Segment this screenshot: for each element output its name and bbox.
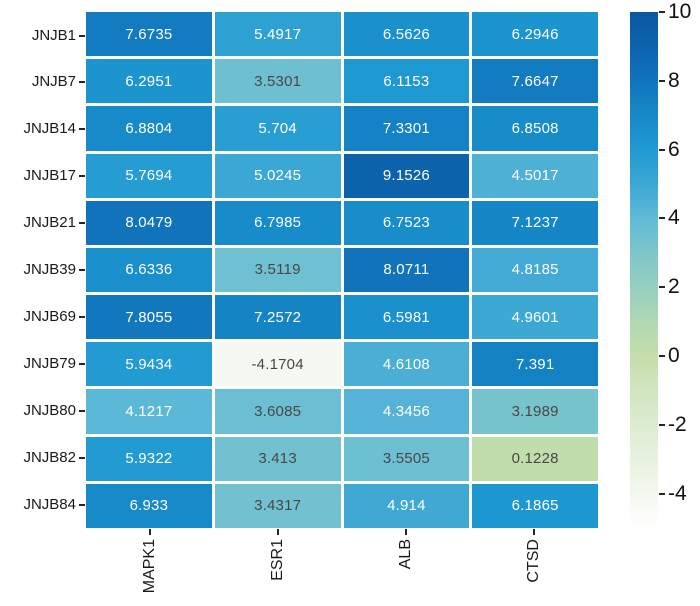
row-label: JNJB79 — [23, 354, 76, 372]
heatmap-cell: 9.1526 — [343, 153, 470, 198]
heatmap-cell: 5.9434 — [86, 342, 212, 387]
heatmap-cell: 7.1237 — [472, 200, 598, 245]
heatmap-cell: 6.1153 — [343, 59, 470, 104]
y-axis-tick — [79, 34, 85, 37]
y-axis-tick — [79, 503, 85, 506]
colorbar-tick-label: 6 — [668, 137, 680, 161]
heatmap-cell: 3.6085 — [214, 389, 341, 434]
heatmap-cell: 6.6336 — [86, 247, 212, 293]
heatmap-cell: 4.6108 — [343, 342, 470, 387]
row-label: JNJB39 — [23, 261, 76, 278]
colorbar-tick-label: -2 — [668, 412, 687, 436]
heatmap-cell: 6.7985 — [214, 200, 341, 245]
heatmap-cell: 7.6735 — [86, 12, 212, 57]
heatmap-cell: 4.9601 — [472, 295, 598, 340]
heatmap-cell: 6.1865 — [472, 483, 598, 528]
heatmap-cell: 5.9322 — [86, 436, 212, 481]
row-label: JNJB69 — [23, 307, 76, 325]
row-label: JNJB7 — [31, 73, 76, 91]
heatmap-cell: 7.3301 — [343, 106, 470, 151]
heatmap-cell: 6.933 — [86, 483, 212, 528]
colorbar-tick-label: 10 — [668, 0, 692, 23]
y-axis-tick — [79, 362, 85, 365]
heatmap-cell: 3.5119 — [214, 247, 341, 293]
heatmap-cell: 5.0245 — [214, 153, 341, 198]
colorbar-tick-label: 8 — [668, 68, 680, 92]
row-label: JNJB82 — [23, 448, 76, 466]
colorbar-tick — [659, 11, 665, 13]
heatmap-cell: 6.5626 — [343, 12, 470, 57]
x-axis-tick — [277, 529, 279, 535]
heatmap-cell: 6.2946 — [472, 12, 598, 57]
y-axis-tick — [79, 81, 85, 84]
heatmap-cell: 6.8804 — [86, 106, 212, 151]
y-axis-tick — [79, 175, 85, 178]
heatmap-cell: 3.413 — [214, 436, 341, 481]
column-label: CTSD — [525, 539, 542, 583]
heatmap-cell: -4.1704 — [214, 342, 341, 387]
y-axis-tick — [79, 315, 85, 318]
x-axis-tick — [405, 529, 407, 535]
colorbar-tick — [659, 217, 665, 220]
column-label: ESR1 — [269, 539, 286, 581]
colorbar-tick-label: 0 — [668, 344, 680, 367]
row-label: JNJB1 — [31, 26, 76, 44]
heatmap-cell: 3.5505 — [343, 436, 470, 481]
heatmap-cell: 3.4317 — [214, 483, 341, 528]
colorbar-tick-label: -4 — [668, 481, 687, 505]
heatmap-cell: 4.1217 — [86, 389, 212, 434]
row-label: JNJB21 — [23, 214, 76, 232]
y-axis-tick — [79, 456, 85, 459]
heatmap-cell: 5.7694 — [86, 153, 212, 198]
y-axis-tick — [79, 269, 85, 271]
heatmap-cell: 8.0479 — [86, 200, 212, 245]
colorbar-tick — [659, 423, 665, 426]
x-axis-tick — [149, 529, 151, 535]
colorbar-tick-label: 2 — [668, 275, 680, 299]
heatmap-cell: 5.704 — [214, 106, 341, 151]
heatmap-cell: 0.1228 — [472, 436, 598, 481]
heatmap-cell: 4.3456 — [343, 389, 470, 434]
row-label: JNJB17 — [23, 167, 76, 185]
row-label: JNJB14 — [23, 120, 76, 138]
heatmap-cell: 6.2951 — [86, 59, 212, 104]
y-axis-tick — [79, 222, 85, 225]
heatmap-cell: 6.8508 — [472, 106, 598, 151]
y-axis-tick — [79, 409, 85, 412]
x-axis-tick — [533, 529, 535, 535]
heatmap-cell: 7.8055 — [86, 295, 212, 340]
colorbar-tick — [659, 286, 665, 289]
heatmap-cell: 3.5301 — [214, 59, 341, 104]
heatmap-cell: 5.4917 — [214, 12, 341, 57]
colorbar-tick-label: 4 — [668, 206, 680, 230]
y-axis-tick — [79, 128, 85, 131]
column-label: ALB — [397, 539, 414, 570]
heatmap-cell: 4.8185 — [472, 247, 598, 293]
heatmap-cell: 7.391 — [472, 342, 598, 387]
column-label: MAPK1 — [141, 539, 158, 594]
colorbar-gradient — [630, 12, 658, 528]
colorbar-tick — [659, 355, 665, 357]
heatmap-cell: 7.2572 — [214, 295, 341, 340]
heatmap-grid: 7.6735 5.4917 6.5626 6.2946 6.2951 3.5301 6.11… — [86, 12, 598, 528]
heatmap-cell: 8.0711 — [343, 247, 470, 293]
heatmap-cell: 4.914 — [343, 483, 470, 528]
row-label: JNJB84 — [23, 495, 76, 513]
heatmap-cell: 4.5017 — [472, 153, 598, 198]
heatmap-cell: 6.7523 — [343, 200, 470, 245]
row-label: JNJB80 — [23, 401, 76, 419]
heatmap-cell: 6.5981 — [343, 295, 470, 340]
colorbar-tick — [659, 148, 665, 151]
heatmap-cell: 7.6647 — [472, 59, 598, 104]
heatmap-cell: 3.1989 — [472, 389, 598, 434]
colorbar-tick — [659, 79, 665, 82]
colorbar-tick — [659, 492, 665, 495]
